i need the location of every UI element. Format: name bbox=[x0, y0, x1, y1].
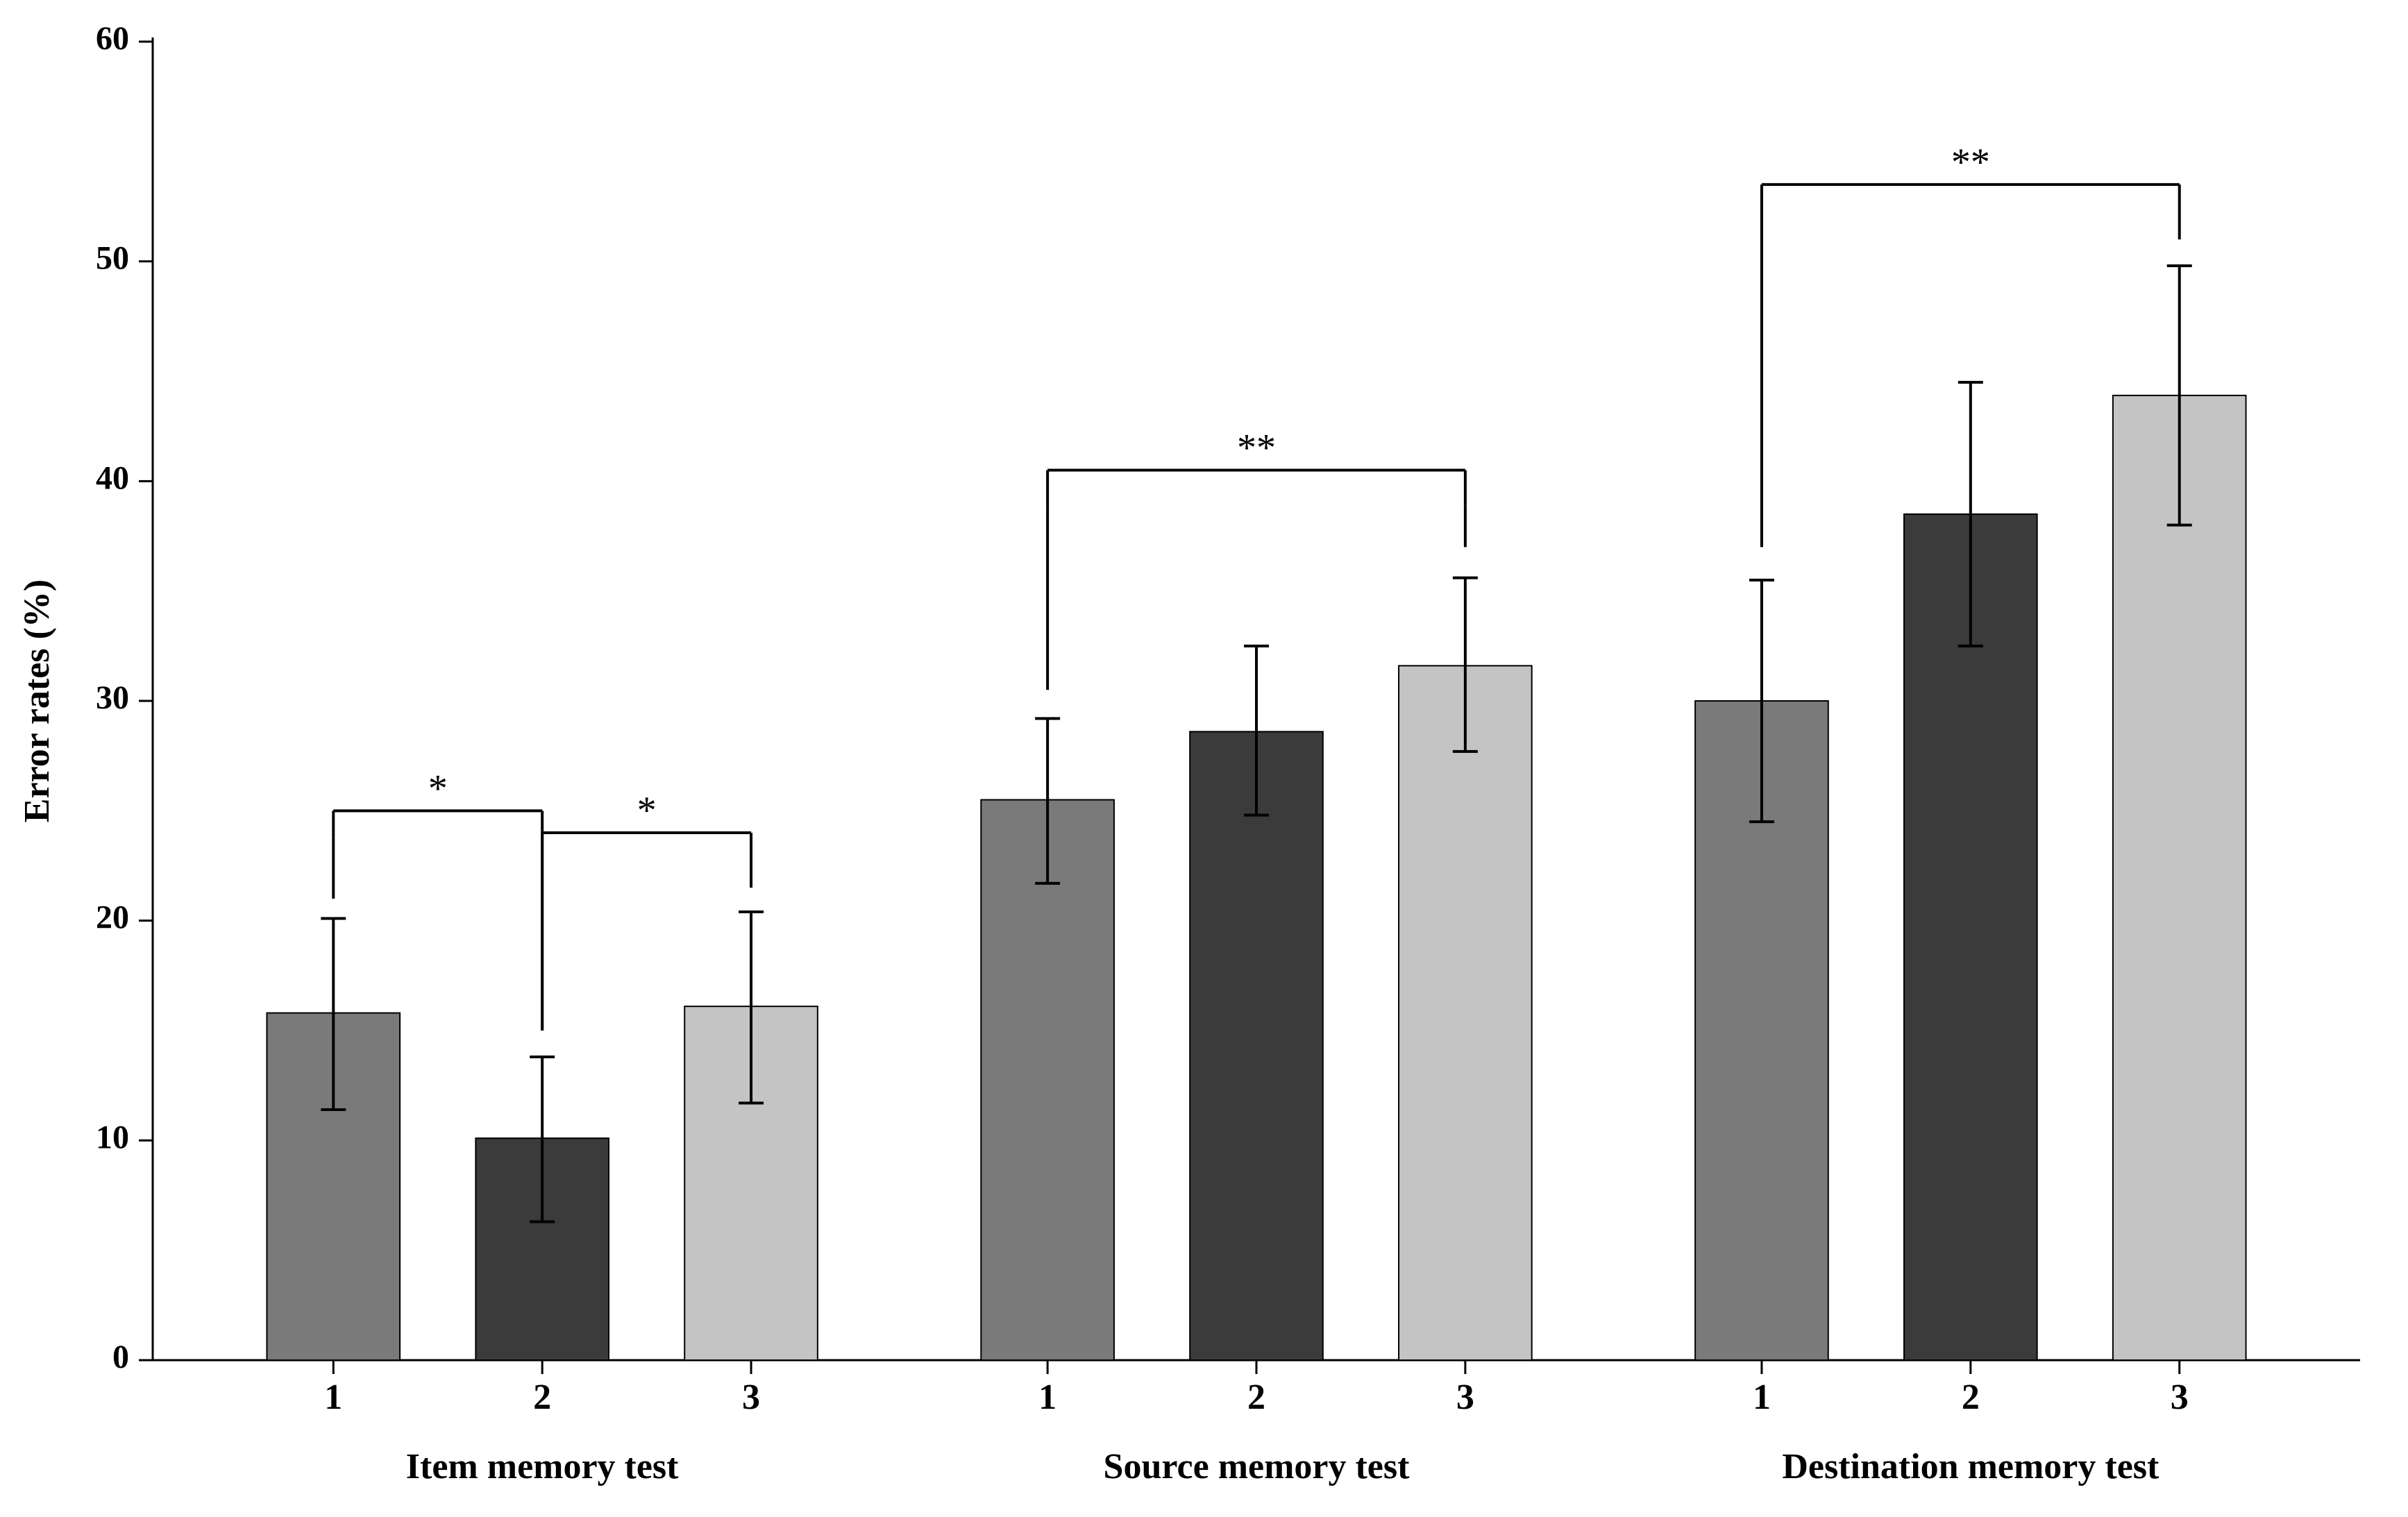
bar-number-label: 3 bbox=[2171, 1378, 2189, 1417]
y-tick-label: 0 bbox=[112, 1339, 129, 1375]
bar-number-label: 2 bbox=[533, 1378, 551, 1417]
sig-label: * bbox=[428, 767, 448, 810]
bar-number-label: 3 bbox=[1456, 1378, 1474, 1417]
bar bbox=[2113, 396, 2246, 1360]
bar-number-label: 1 bbox=[1038, 1378, 1056, 1417]
bar-number-label: 3 bbox=[742, 1378, 760, 1417]
group-label: Item memory test bbox=[406, 1447, 679, 1486]
group-label: Destination memory test bbox=[1782, 1447, 2159, 1486]
y-tick-label: 30 bbox=[96, 679, 129, 716]
chart-container: 0 10 20 30 40 50 60 Error rates (%) 1 2 3 Item memo… bbox=[0, 0, 2408, 1517]
y-axis-label: Error rates (%) bbox=[17, 579, 57, 822]
sig-label: * bbox=[637, 789, 657, 832]
y-tick-label: 20 bbox=[96, 899, 129, 936]
y-tick-label: 40 bbox=[96, 459, 129, 496]
y-tick-label: 10 bbox=[96, 1119, 129, 1155]
bar-number-label: 1 bbox=[1753, 1378, 1771, 1417]
bar-number-label: 1 bbox=[324, 1378, 342, 1417]
sig-label: ** bbox=[1237, 427, 1276, 470]
group-label: Source memory test bbox=[1104, 1447, 1411, 1486]
y-tick-label: 50 bbox=[96, 240, 129, 277]
y-tick-label: 60 bbox=[96, 20, 129, 57]
bar bbox=[1190, 731, 1323, 1360]
bar-number-label: 2 bbox=[1962, 1378, 1980, 1417]
bar-chart: 0 10 20 30 40 50 60 Error rates (%) 1 2 3 Item memo… bbox=[0, 0, 2408, 1517]
bar bbox=[1399, 666, 1532, 1360]
bar-number-label: 2 bbox=[1247, 1378, 1265, 1417]
sig-label: ** bbox=[1951, 141, 1990, 184]
